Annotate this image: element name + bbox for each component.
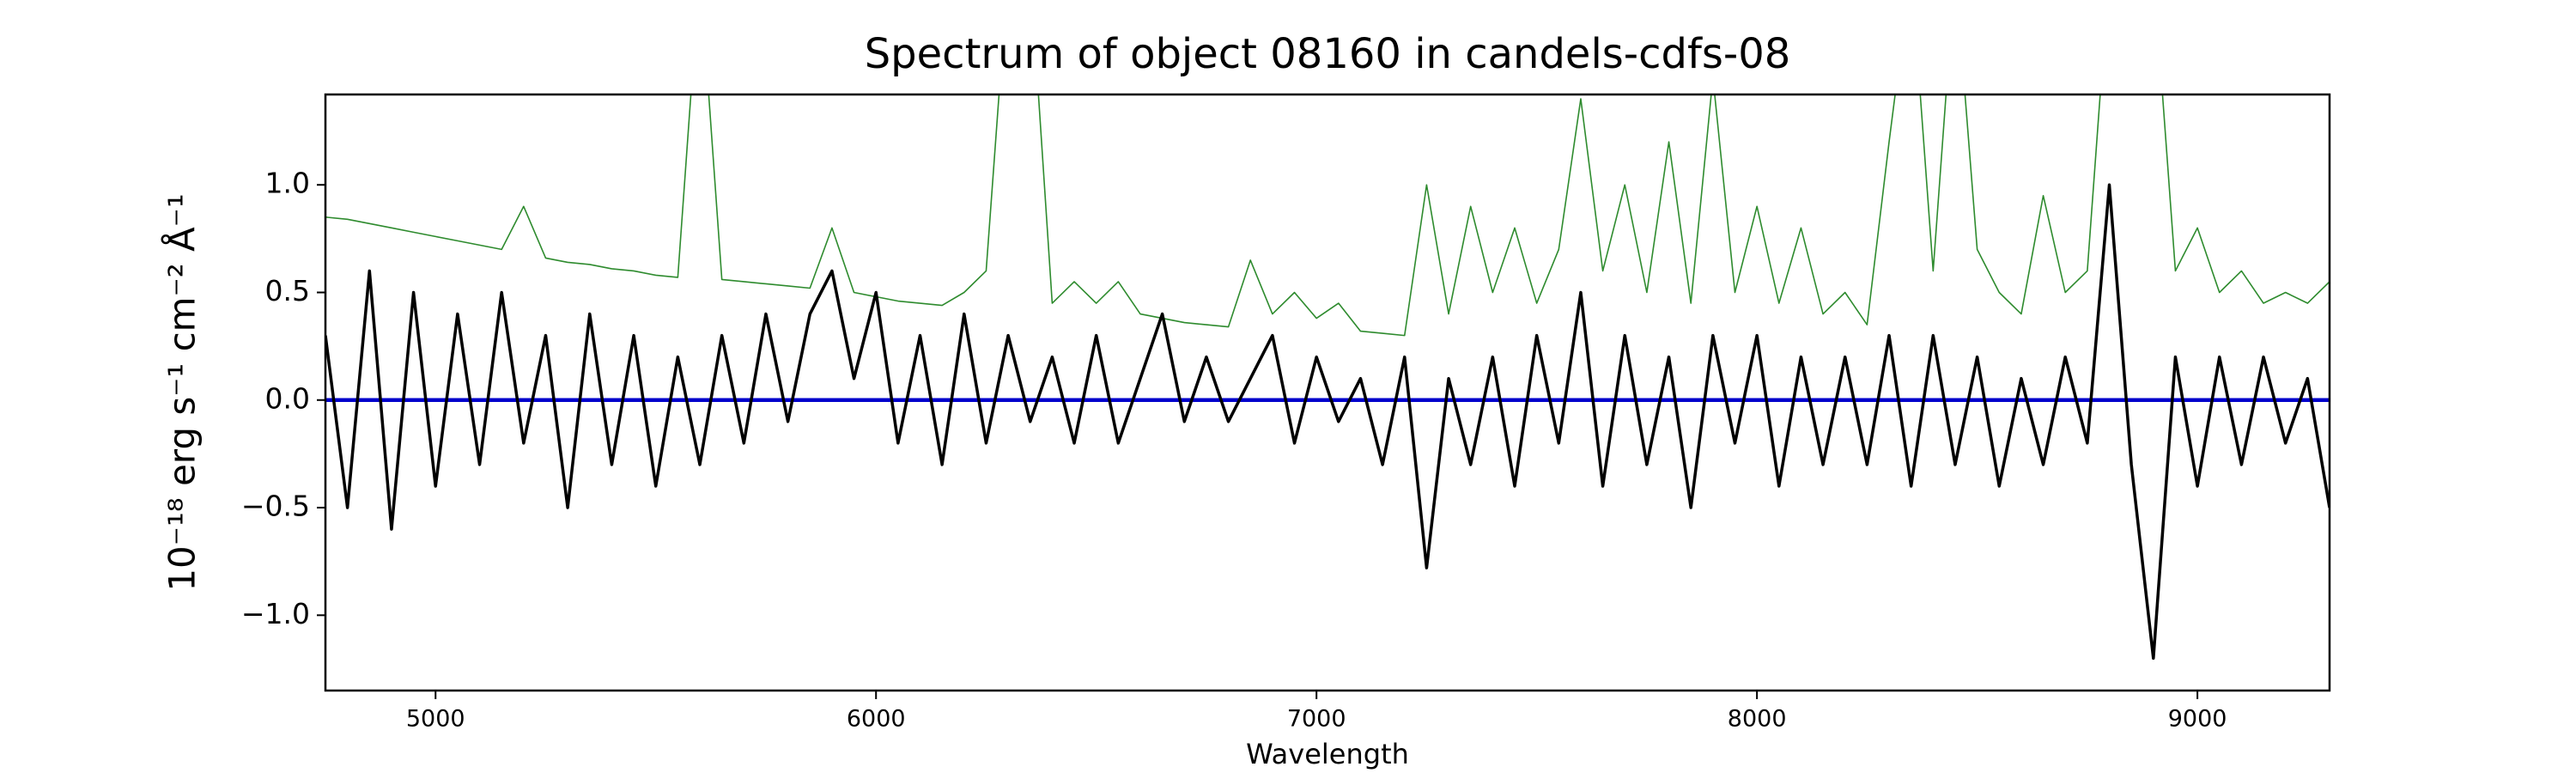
- y-tick-label: 0.0: [265, 381, 310, 415]
- x-axis-label: Wavelength: [1246, 738, 1409, 770]
- plot-area: [325, 94, 2330, 660]
- x-tick-label: 8000: [1728, 706, 1787, 733]
- y-tick-label: 0.5: [265, 274, 310, 307]
- spectrum-line: [325, 94, 2330, 337]
- y-tick-label: −1.0: [241, 597, 310, 630]
- spectrum-line: [325, 183, 2330, 660]
- y-tick-label: −0.5: [241, 490, 310, 523]
- plot-frame: [324, 93, 2331, 692]
- chart-title: Spectrum of object 08160 in candels-cdfs…: [865, 30, 1791, 78]
- y-axis-label: 10⁻¹⁸ erg s⁻¹ cm⁻² Å⁻¹: [161, 193, 204, 591]
- x-tick-label: 9000: [2168, 706, 2227, 733]
- y-tick-label: 1.0: [265, 167, 310, 200]
- x-tick-label: 6000: [847, 706, 906, 733]
- x-tick-label: 7000: [1287, 706, 1346, 733]
- x-tick-label: 5000: [406, 706, 465, 733]
